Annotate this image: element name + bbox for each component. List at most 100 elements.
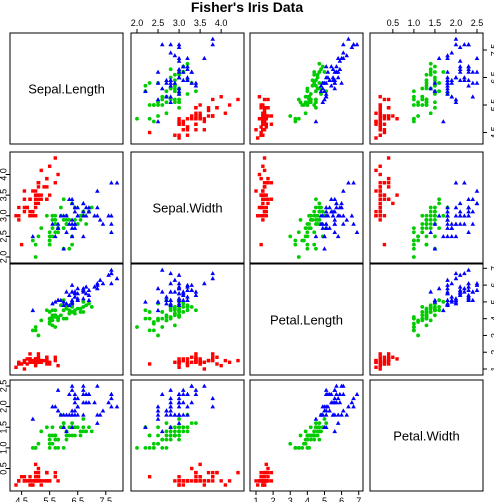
point-series-1 (424, 323, 429, 328)
point-series-2 (168, 400, 173, 405)
panel-Sepal.Width-vs-Sepal.Length (9, 151, 124, 264)
point-series-0 (53, 355, 57, 359)
point-series-2 (159, 428, 165, 434)
point-series-0 (206, 479, 211, 483)
point-series-0 (219, 95, 223, 99)
point-series-0 (19, 475, 24, 479)
point-series-2 (176, 281, 182, 286)
point-series-2 (354, 391, 360, 397)
tick-label: 0.5 (387, 18, 400, 28)
point-series-0 (264, 122, 268, 126)
point-series-2 (176, 58, 182, 63)
point-series-1 (296, 445, 301, 450)
point-series-0 (33, 189, 38, 193)
point-series-2 (155, 80, 161, 85)
point-series-0 (215, 355, 219, 359)
point-series-0 (198, 462, 202, 467)
point-series-1 (172, 433, 177, 438)
point-series-1 (56, 437, 60, 442)
point-series-2 (323, 205, 329, 210)
point-series-0 (31, 214, 35, 218)
point-series-0 (42, 185, 46, 189)
point-series-2 (453, 42, 459, 47)
point-series-1 (39, 318, 44, 323)
point-series-1 (73, 311, 77, 316)
point-series-1 (168, 75, 173, 80)
tick-label: 5.5 (489, 99, 494, 112)
point-series-2 (351, 221, 356, 226)
point-series-0 (391, 201, 395, 206)
point-series-1 (315, 213, 320, 218)
point-series-0 (374, 122, 378, 126)
panel-Petal.Width-vs-Sepal.Length (9, 379, 124, 492)
point-series-1 (437, 197, 442, 202)
point-series-1 (177, 100, 181, 105)
point-series-2 (457, 200, 463, 206)
point-series-1 (416, 238, 420, 243)
point-series-1 (164, 111, 169, 116)
point-series-2 (441, 307, 446, 313)
point-series-2 (470, 69, 476, 74)
point-series-0 (266, 479, 270, 483)
point-series-2 (185, 77, 190, 83)
point-series-2 (445, 75, 450, 80)
point-series-2 (453, 301, 459, 306)
tick-label: 6 (339, 496, 344, 502)
point-series-0 (256, 214, 260, 218)
tick-label: 1 (253, 496, 258, 502)
tick-label: 3.5 (194, 18, 207, 28)
point-series-2 (172, 277, 178, 282)
point-series-1 (433, 105, 437, 110)
point-series-1 (433, 213, 437, 218)
point-series-2 (67, 391, 72, 397)
point-series-2 (449, 221, 455, 226)
point-series-2 (318, 412, 324, 417)
point-series-1 (181, 425, 186, 430)
point-series-2 (168, 50, 173, 55)
point-series-2 (466, 196, 471, 202)
point-series-2 (86, 297, 92, 302)
point-series-0 (261, 117, 265, 121)
panel-frame (369, 263, 484, 376)
point-series-2 (329, 83, 334, 88)
point-series-0 (378, 111, 382, 115)
point-series-1 (185, 92, 190, 96)
point-series-0 (31, 479, 35, 483)
point-series-0 (206, 108, 211, 113)
point-series-1 (428, 217, 433, 222)
point-series-0 (185, 133, 190, 137)
point-series-2 (453, 97, 459, 102)
point-series-0 (257, 117, 262, 121)
tick-label: 6.5 (71, 496, 84, 502)
point-series-1 (64, 306, 69, 311)
point-series-2 (445, 80, 450, 85)
point-series-2 (330, 66, 336, 72)
point-series-2 (86, 400, 92, 405)
point-series-2 (337, 391, 343, 397)
point-series-2 (72, 294, 78, 299)
point-series-2 (168, 302, 173, 308)
point-series-0 (262, 97, 267, 102)
point-series-1 (75, 425, 80, 430)
point-series-2 (462, 289, 467, 294)
point-series-1 (315, 86, 320, 91)
point-series-1 (172, 72, 177, 77)
point-series-2 (81, 287, 86, 292)
point-series-1 (411, 246, 416, 251)
point-series-0 (206, 358, 211, 363)
point-series-1 (53, 308, 58, 313)
point-series-0 (386, 197, 391, 201)
point-series-1 (30, 445, 35, 450)
point-series-2 (168, 404, 173, 409)
point-series-1 (47, 310, 52, 314)
point-series-2 (449, 233, 455, 239)
point-series-2 (323, 64, 329, 69)
point-series-2 (432, 297, 438, 302)
point-series-1 (78, 433, 83, 438)
point-series-2 (474, 188, 480, 193)
point-series-1 (177, 306, 181, 311)
point-series-0 (254, 189, 258, 193)
point-series-0 (39, 193, 43, 197)
point-series-0 (259, 117, 263, 121)
